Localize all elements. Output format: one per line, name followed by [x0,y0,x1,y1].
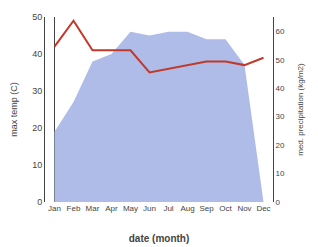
svg-text:Aug: Aug [180,204,194,213]
svg-text:Jan: Jan [48,204,61,213]
svg-text:20: 20 [276,141,285,150]
svg-text:60: 60 [276,27,285,36]
svg-text:50: 50 [32,12,42,22]
svg-text:Sep: Sep [199,204,214,213]
svg-text:date (month): date (month) [129,233,190,244]
svg-text:Dec: Dec [256,204,270,213]
svg-text:30: 30 [32,86,42,96]
svg-text:Oct: Oct [219,204,232,213]
svg-text:Nov: Nov [237,204,251,213]
svg-text:0: 0 [276,198,281,207]
svg-text:max temp (C): max temp (C) [9,82,19,137]
svg-text:Jul: Jul [163,204,173,213]
svg-text:50: 50 [276,55,285,64]
svg-text:Mar: Mar [86,204,100,213]
svg-text:Jun: Jun [143,204,156,213]
svg-text:40: 40 [276,84,285,93]
svg-text:10: 10 [276,169,285,178]
svg-text:20: 20 [32,123,42,133]
svg-text:10: 10 [32,160,42,170]
svg-text:0: 0 [37,197,42,207]
svg-text:Apr: Apr [105,204,118,213]
svg-text:30: 30 [276,112,285,121]
svg-text:May: May [123,204,138,213]
svg-text:Feb: Feb [67,204,81,213]
svg-text:40: 40 [32,49,42,59]
svg-text:med. precipitation (kg/m2): med. precipitation (kg/m2) [296,63,305,156]
